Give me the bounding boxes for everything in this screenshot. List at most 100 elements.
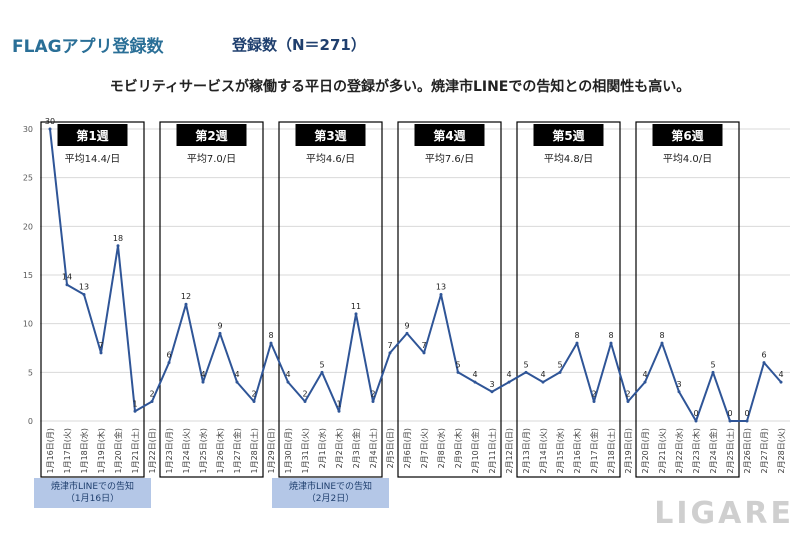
x-tick-label: 1月26日(木) xyxy=(215,428,225,474)
data-label: 1 xyxy=(132,399,137,408)
x-tick-label: 2月9日(木) xyxy=(453,428,463,468)
data-label: 5 xyxy=(319,360,324,369)
y-tick-label: 20 xyxy=(23,222,33,231)
x-tick-label: 2月5日(日) xyxy=(386,428,395,468)
data-point xyxy=(762,361,766,365)
data-label: 13 xyxy=(436,282,446,291)
series-polyline xyxy=(49,128,782,422)
x-tick-label: 2月10日(金) xyxy=(470,428,480,474)
data-point xyxy=(456,370,460,374)
data-label: 0 xyxy=(727,409,732,418)
data-point xyxy=(660,341,664,345)
data-point xyxy=(524,370,528,374)
data-point xyxy=(116,244,120,248)
x-tick-label: 1月22日(日) xyxy=(148,428,157,474)
data-point xyxy=(711,370,715,374)
x-tick-label: 1月23日(月) xyxy=(165,428,174,474)
week-badge xyxy=(652,124,723,146)
data-point xyxy=(201,380,205,384)
x-tick-label: 2月14日(火) xyxy=(539,428,548,474)
data-label: 4 xyxy=(200,370,205,379)
week-badge xyxy=(176,124,247,146)
data-labels: 3014137181261249428425111279713543454582… xyxy=(45,117,784,423)
data-point xyxy=(252,400,256,404)
data-label: 9 xyxy=(404,321,409,330)
data-point xyxy=(507,380,511,384)
x-tick-label: 2月11日(土) xyxy=(487,428,497,474)
data-point xyxy=(218,331,222,335)
data-point xyxy=(422,351,426,355)
x-tick-label: 2月18日(土) xyxy=(606,428,616,474)
x-tick-label: 2月2日(木) xyxy=(334,428,344,468)
x-tick-label: 2月26日(日) xyxy=(743,428,752,474)
data-label: 0 xyxy=(693,409,698,418)
data-label: 4 xyxy=(540,370,545,379)
week-average: 平均14.4/日 xyxy=(65,153,121,165)
y-tick-label: 30 xyxy=(23,125,33,134)
data-point xyxy=(541,380,545,384)
line-announcement-note: 焼津市LINEでの告知 （2月2日） xyxy=(272,478,389,508)
week-badge xyxy=(414,124,485,146)
data-label: 18 xyxy=(113,234,123,243)
week-box xyxy=(278,121,383,478)
data-label: 11 xyxy=(351,302,361,311)
week-box xyxy=(635,121,740,478)
data-point xyxy=(609,341,613,345)
week-box xyxy=(159,121,264,478)
x-tick-label: 1月18日(水) xyxy=(79,428,89,474)
data-label: 8 xyxy=(608,331,613,340)
data-point xyxy=(184,302,188,306)
data-label: 8 xyxy=(268,331,273,340)
data-label: 2 xyxy=(625,390,630,399)
x-tick-label: 2月4日(土) xyxy=(368,428,378,468)
y-axis-ticks: 0 5 10 15 20 25 30 xyxy=(23,125,33,426)
note-date: （1月16日） xyxy=(65,494,120,504)
data-point xyxy=(677,390,681,394)
week-box xyxy=(397,121,502,478)
week-average: 平均7.6/日 xyxy=(425,153,474,165)
week-box xyxy=(40,121,145,478)
x-tick-label: 1月25日(水) xyxy=(198,428,208,474)
data-point xyxy=(694,419,698,423)
data-label: 5 xyxy=(710,360,715,369)
data-label: 4 xyxy=(234,370,239,379)
x-tick-label: 1月30日(月) xyxy=(284,428,293,474)
data-label: 14 xyxy=(62,273,72,282)
data-point xyxy=(167,361,171,365)
data-label: 4 xyxy=(506,370,511,379)
x-tick-label: 1月20日(金) xyxy=(113,428,123,474)
series-line xyxy=(49,128,782,422)
week-label: 第2週 xyxy=(195,128,227,143)
data-label: 3 xyxy=(676,380,681,389)
data-point xyxy=(99,351,103,355)
data-label: 2 xyxy=(302,390,307,399)
x-tick-label: 1月31日(火) xyxy=(301,428,310,474)
x-tick-label: 2月28日(火) xyxy=(777,428,786,474)
note-text: 焼津市LINEでの告知 xyxy=(288,482,373,492)
data-point xyxy=(82,292,86,296)
data-label: 4 xyxy=(472,370,477,379)
data-label: 8 xyxy=(659,331,664,340)
data-label: 0 xyxy=(744,409,749,418)
data-point xyxy=(133,409,137,413)
data-label: 8 xyxy=(574,331,579,340)
data-point xyxy=(592,400,596,404)
data-label: 6 xyxy=(166,351,171,360)
x-tick-label: 2月22日(水) xyxy=(674,428,684,474)
line-announcement-note: 焼津市LINEでの告知 （1月16日） xyxy=(34,478,151,508)
chart-title: FLAGアプリ登録数 xyxy=(12,37,164,57)
data-point xyxy=(439,292,443,296)
x-tick-label: 1月27日(金) xyxy=(232,428,242,474)
x-tick-label: 2月13日(月) xyxy=(522,428,531,474)
data-point xyxy=(575,341,579,345)
week-label: 第6週 xyxy=(671,128,703,143)
data-label: 12 xyxy=(181,292,191,301)
data-point xyxy=(473,380,477,384)
data-label: 2 xyxy=(149,390,154,399)
data-label: 4 xyxy=(642,370,647,379)
data-label: 7 xyxy=(387,341,392,350)
data-label: 1 xyxy=(336,399,341,408)
week-badge xyxy=(295,124,366,146)
